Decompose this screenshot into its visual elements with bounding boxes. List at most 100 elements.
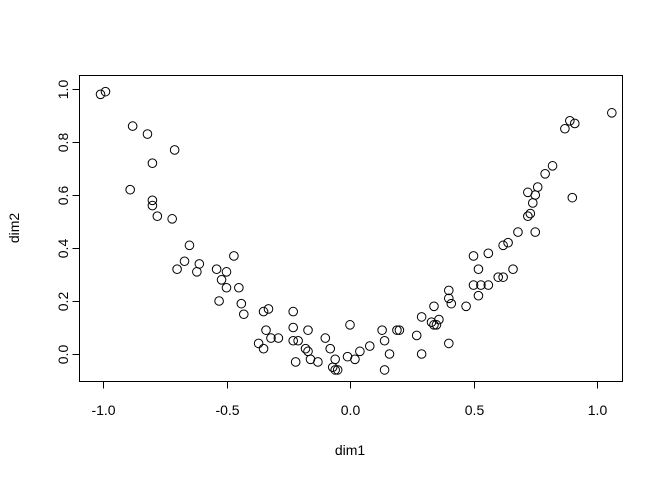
- data-point: [508, 264, 518, 275]
- data-point: [238, 309, 249, 320]
- data-point: [142, 129, 153, 139]
- data-point: [100, 86, 111, 97]
- data-point: [565, 116, 575, 126]
- data-point: [147, 200, 158, 211]
- data-point: [172, 264, 182, 275]
- data-point: [290, 357, 301, 367]
- data-point: [446, 298, 457, 309]
- data-point: [379, 365, 390, 375]
- data-point: [547, 161, 558, 171]
- data-point: [444, 293, 454, 304]
- data-point: [429, 320, 439, 330]
- data-point: [525, 208, 536, 219]
- data-point: [288, 335, 298, 346]
- data-point: [394, 325, 405, 335]
- y-tick-label: 0.0: [55, 345, 71, 365]
- data-point: [434, 314, 444, 325]
- data-point: [355, 346, 365, 357]
- data-point: [327, 362, 338, 373]
- y-tick-label: 0.4: [55, 239, 71, 259]
- data-point: [147, 195, 158, 206]
- data-point: [216, 275, 227, 285]
- data-point: [567, 192, 578, 203]
- data-point: [236, 298, 247, 309]
- data-point: [560, 123, 570, 134]
- data-point: [194, 259, 205, 269]
- data-point: [303, 346, 313, 357]
- data-point: [320, 333, 331, 343]
- data-point: [392, 325, 402, 335]
- data-point: [444, 338, 454, 349]
- data-point: [532, 182, 543, 192]
- data-point: [569, 118, 580, 129]
- y-tick-label: 0.8: [55, 133, 71, 153]
- x-tick-label: 0.5: [465, 402, 485, 418]
- data-point: [530, 190, 541, 200]
- data-point: [258, 343, 269, 354]
- data-point: [540, 169, 550, 179]
- data-point: [530, 227, 541, 237]
- data-point: [527, 198, 538, 208]
- y-axis-label: dim2: [6, 213, 22, 244]
- data-point: [503, 237, 513, 248]
- data-point: [345, 320, 355, 330]
- data-point: [411, 330, 422, 341]
- data-point: [483, 248, 494, 259]
- data-point: [607, 108, 617, 118]
- data-point: [377, 325, 387, 335]
- data-point: [513, 227, 523, 237]
- data-point: [229, 251, 239, 261]
- data-point: [379, 335, 390, 346]
- x-tick-label: -0.5: [215, 402, 239, 418]
- data-point: [125, 184, 135, 195]
- data-point: [461, 301, 471, 312]
- data-point: [476, 280, 486, 290]
- x-tick-label: -1.0: [91, 402, 115, 418]
- x-axis-label: dim1: [335, 442, 366, 458]
- data-point: [330, 354, 340, 365]
- data-point: [384, 349, 395, 359]
- data-point: [288, 322, 298, 333]
- data-point: [300, 343, 311, 354]
- data-point: [498, 272, 508, 282]
- data-point: [169, 145, 180, 155]
- data-point: [221, 282, 232, 293]
- y-tick-label: 0.2: [55, 292, 71, 312]
- data-point: [313, 357, 323, 367]
- data-point: [127, 121, 138, 131]
- data-point: [416, 312, 427, 322]
- data-point: [493, 272, 504, 282]
- data-point: [468, 280, 479, 290]
- points-layer: [95, 86, 617, 375]
- data-point: [330, 365, 340, 375]
- data-point: [192, 267, 202, 277]
- data-point: [258, 306, 269, 317]
- data-point: [429, 301, 439, 312]
- data-point: [266, 333, 276, 343]
- data-point: [221, 267, 232, 277]
- data-point: [234, 282, 244, 293]
- data-point: [431, 320, 442, 330]
- data-point: [332, 365, 343, 375]
- plot-box: [79, 75, 623, 382]
- data-point: [167, 214, 177, 224]
- data-point: [214, 296, 224, 306]
- y-axis: 0.0 0.2 0.4 0.6 0.8 1.0: [55, 80, 80, 365]
- data-point: [350, 354, 360, 365]
- data-point: [152, 211, 163, 221]
- data-point: [303, 325, 313, 335]
- data-point: [498, 240, 508, 251]
- data-point: [261, 325, 271, 335]
- data-point: [211, 264, 222, 275]
- y-tick-label: 0.6: [55, 186, 71, 206]
- data-point: [444, 285, 454, 296]
- data-point: [263, 304, 274, 314]
- x-tick-label: 0.0: [341, 402, 361, 418]
- data-point: [364, 341, 375, 351]
- data-point: [253, 338, 264, 349]
- data-point: [273, 333, 284, 343]
- data-point: [147, 158, 158, 168]
- x-tick-label: 1.0: [588, 402, 608, 418]
- data-point: [325, 343, 336, 354]
- data-point: [523, 211, 533, 221]
